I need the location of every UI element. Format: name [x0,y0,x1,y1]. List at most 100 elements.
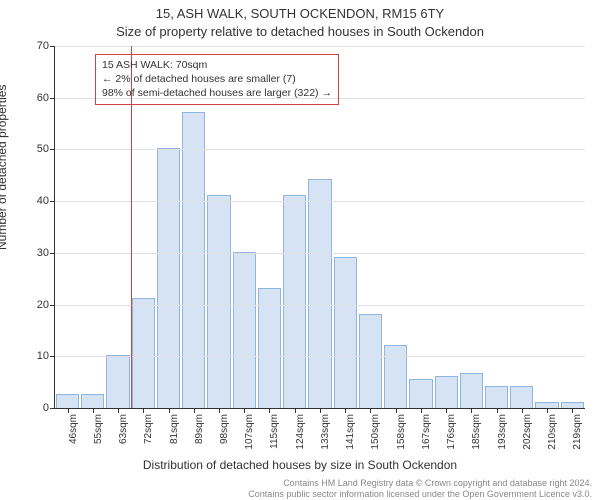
x-tick-mark [370,408,371,413]
chart-title-address: 15, ASH WALK, SOUTH OCKENDON, RM15 6TY [0,6,600,21]
bar-slot: 46sqm [55,46,80,408]
gridline [55,46,585,47]
x-tick-mark [497,408,498,413]
x-tick-mark [396,408,397,413]
x-tick-mark [68,408,69,413]
histogram-bar [334,257,357,408]
bar-slot: 185sqm [459,46,484,408]
footer-attribution: Contains HM Land Registry data © Crown c… [2,478,592,500]
gridline [55,149,585,150]
x-tick-label: 124sqm [295,414,306,450]
histogram-bar [283,195,306,408]
histogram-bar [182,112,205,408]
bar-slot: 150sqm [358,46,383,408]
x-tick-label: 210sqm [547,414,558,450]
bar-slot: 193sqm [484,46,509,408]
y-tick-label: 60 [37,92,49,104]
x-tick-mark [143,408,144,413]
x-tick-label: 150sqm [370,414,381,450]
histogram-bar [258,288,281,408]
y-tick-label: 20 [37,299,49,311]
x-tick-label: 107sqm [244,414,255,450]
y-tick-mark [50,408,55,409]
x-tick-mark [345,408,346,413]
histogram-bar [233,252,256,408]
x-tick-label: 141sqm [345,414,356,450]
y-tick-label: 0 [43,402,49,414]
x-tick-label: 115sqm [269,414,280,449]
histogram-bar [207,195,230,408]
x-tick-label: 63sqm [118,414,129,444]
y-tick-label: 70 [37,40,49,52]
y-tick-label: 10 [37,350,49,362]
x-tick-label: 72sqm [143,414,154,444]
y-tick-mark [50,46,55,47]
histogram-bar [409,379,432,408]
chart-container: 15, ASH WALK, SOUTH OCKENDON, RM15 6TY S… [0,0,600,500]
x-tick-label: 89sqm [194,414,205,444]
y-tick-mark [50,253,55,254]
footer-line-1: Contains HM Land Registry data © Crown c… [2,478,592,489]
histogram-bar [384,345,407,408]
y-tick-label: 50 [37,143,49,155]
histogram-bar [435,376,458,408]
x-tick-mark [169,408,170,413]
x-tick-mark [194,408,195,413]
x-tick-label: 193sqm [497,414,508,450]
histogram-bar [132,298,155,408]
x-tick-mark [269,408,270,413]
x-tick-mark [471,408,472,413]
y-tick-label: 30 [37,247,49,259]
bar-slot: 167sqm [408,46,433,408]
x-tick-mark [547,408,548,413]
y-tick-mark [50,149,55,150]
bar-slot: 210sqm [534,46,559,408]
x-axis-label: Distribution of detached houses by size … [0,458,600,472]
x-tick-label: 185sqm [471,414,482,450]
gridline [55,305,585,306]
x-tick-label: 46sqm [68,414,79,444]
histogram-bar [510,386,533,408]
gridline [55,356,585,357]
x-tick-mark [244,408,245,413]
plot-area: 46sqm55sqm63sqm72sqm81sqm89sqm98sqm107sq… [54,46,585,409]
bar-slot: 219sqm [560,46,585,408]
info-box-line-1: 15 ASH WALK: 70sqm [102,58,332,72]
gridline [55,201,585,202]
histogram-bar [157,148,180,408]
x-tick-mark [93,408,94,413]
y-tick-mark [50,201,55,202]
y-tick-mark [50,305,55,306]
x-tick-label: 167sqm [421,414,432,450]
info-box-line-2: ← 2% of detached houses are smaller (7) [102,72,332,86]
bar-slot: 176sqm [434,46,459,408]
histogram-bar [56,394,79,408]
histogram-bar [359,314,382,408]
y-tick-mark [50,98,55,99]
histogram-bar [81,394,104,408]
footer-line-2: Contains public sector information licen… [2,489,592,500]
info-box-line-3: 98% of semi-detached houses are larger (… [102,86,332,100]
histogram-bar [460,373,483,408]
x-tick-mark [219,408,220,413]
x-tick-mark [572,408,573,413]
x-tick-mark [421,408,422,413]
histogram-bar [308,179,331,408]
x-tick-label: 55sqm [93,414,104,444]
y-tick-mark [50,356,55,357]
x-tick-label: 158sqm [396,414,407,450]
histogram-bar [485,386,508,408]
x-tick-mark [522,408,523,413]
x-tick-mark [295,408,296,413]
y-tick-label: 40 [37,195,49,207]
bar-slot: 158sqm [383,46,408,408]
x-tick-label: 176sqm [446,414,457,450]
x-tick-label: 133sqm [320,414,331,450]
chart-title-desc: Size of property relative to detached ho… [0,24,600,39]
gridline [55,253,585,254]
bar-slot: 202sqm [509,46,534,408]
x-tick-mark [118,408,119,413]
x-tick-label: 98sqm [219,414,230,444]
x-tick-mark [320,408,321,413]
x-tick-mark [446,408,447,413]
